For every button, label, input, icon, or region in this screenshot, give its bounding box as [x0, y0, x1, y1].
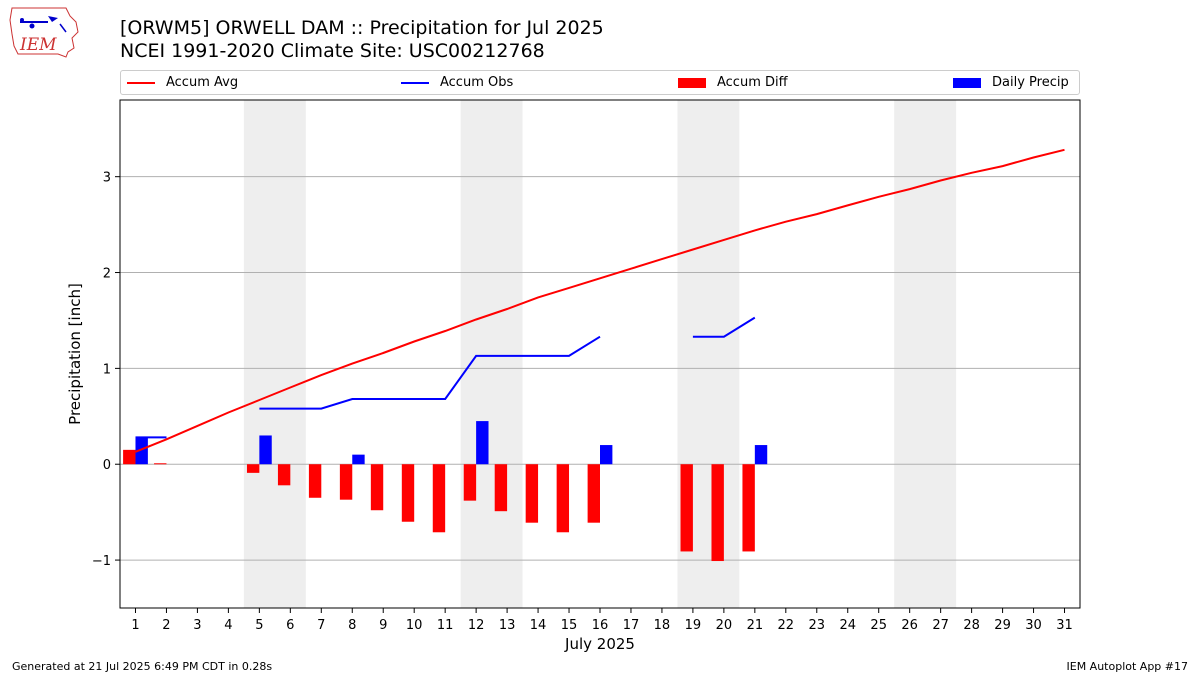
accum-diff-bar [308, 464, 322, 498]
accum-diff-bar [711, 464, 724, 562]
accum-diff-bar [277, 464, 291, 486]
legend-swatch-accum-avg [127, 81, 155, 84]
x-tick-label: 3 [193, 618, 201, 633]
weekend-band-2 [460, 100, 523, 608]
x-tick-label: 30 [1025, 618, 1042, 633]
x-tick-label: 15 [561, 618, 578, 633]
legend-swatch-accum-obs [401, 81, 429, 84]
legend-label-accum-diff: Accum Diff [717, 75, 788, 90]
x-tick-label: 26 [901, 618, 918, 633]
x-tick-label: 14 [530, 618, 547, 633]
chart-title: [ORWM5] ORWELL DAM :: Precipitation for … [120, 17, 604, 39]
y-tick-label: 2 [103, 267, 111, 282]
accum-diff-bar [432, 464, 446, 533]
x-tick-label: 23 [809, 618, 826, 633]
x-tick-label: 6 [286, 618, 294, 633]
accum-diff-bar [370, 464, 384, 511]
daily-precip-bar [259, 435, 272, 465]
accum-diff-bar [525, 464, 539, 523]
x-tick-label: 7 [317, 618, 325, 633]
x-tick-label: 31 [1056, 618, 1073, 633]
x-tick-label: 8 [348, 618, 356, 633]
legend-label-daily-precip: Daily Precip [992, 75, 1069, 90]
accum-diff-bar [556, 464, 570, 533]
chart-subtitle: NCEI 1991-2020 Climate Site: USC00212768 [120, 40, 545, 62]
y-tick-label: 1 [103, 362, 111, 377]
weekend-band-1 [243, 100, 306, 608]
x-tick-label: 5 [255, 618, 263, 633]
x-tick-label: 12 [468, 618, 485, 633]
legend-item-daily-precip: Daily Precip [953, 71, 1069, 94]
legend-item-accum-diff: Accum Diff [678, 71, 788, 94]
daily-precip-bar [476, 421, 489, 465]
x-tick-label: 2 [162, 618, 170, 633]
legend-swatch-daily-precip [953, 77, 981, 88]
x-tick-label: 16 [592, 618, 609, 633]
accum-diff-bar [463, 464, 477, 501]
x-tick-label: 18 [654, 618, 671, 633]
legend-item-accum-obs: Accum Obs [401, 71, 513, 94]
daily-precip-bar [754, 445, 768, 465]
accum-diff-bar [494, 464, 508, 512]
y-tick-label: 0 [103, 458, 111, 473]
x-tick-label: 20 [716, 618, 733, 633]
x-tick-label: 22 [778, 618, 795, 633]
x-tick-label: 11 [437, 618, 454, 633]
accum-diff-bar [123, 449, 136, 465]
x-tick-label: 21 [747, 618, 764, 633]
accum-obs-line-segment-2 [259, 335, 601, 410]
legend-swatch-accum-diff [678, 77, 706, 88]
y-tick-label: 3 [103, 171, 111, 186]
daily-precip-bar [600, 445, 613, 465]
daily-precip-bar [352, 454, 365, 465]
daily-precip-bar [135, 437, 148, 465]
x-tick-label: 10 [406, 618, 423, 633]
accum-avg-line-segment-1 [135, 148, 1065, 453]
accum-diff-bar [154, 463, 167, 465]
x-tick-label: 4 [224, 618, 232, 633]
iem-logo: IEM [9, 7, 79, 58]
accum-diff-bar [742, 464, 755, 552]
x-tick-label: 13 [499, 618, 516, 633]
x-axis-label: July 2025 [564, 635, 635, 653]
accum-diff-bar [401, 464, 415, 522]
x-tick-label: 19 [685, 618, 702, 633]
accum-obs-line-segment-3 [692, 316, 756, 338]
accum-diff-bar [339, 464, 353, 500]
x-tick-label: 29 [994, 618, 1011, 633]
legend-label-accum-obs: Accum Obs [440, 75, 514, 90]
y-axis-label: Precipitation [inch] [66, 283, 84, 425]
legend-item-accum-avg: Accum Avg [127, 71, 238, 94]
x-tick-label: 17 [623, 618, 640, 633]
accum-diff-bar [587, 464, 600, 523]
x-tick-label: 27 [932, 618, 949, 633]
x-tick-label: 24 [839, 618, 856, 633]
legend-label-accum-avg: Accum Avg [166, 75, 239, 90]
app-credit: IEM Autoplot App #17 [1066, 660, 1189, 673]
x-tick-label: 25 [870, 618, 887, 633]
generated-timestamp: Generated at 21 Jul 2025 6:49 PM CDT in … [12, 660, 273, 673]
logo-text: IEM [19, 35, 57, 55]
x-tick-label: 1 [131, 618, 139, 633]
accum-diff-bar [680, 464, 693, 552]
accum-diff-bar [246, 464, 260, 473]
x-tick-label: 9 [379, 618, 387, 633]
x-tick-label: 28 [963, 618, 980, 633]
legend: Accum Avg Accum Obs Accum Diff Daily Pre… [120, 70, 1080, 95]
y-tick-label: −1 [92, 554, 111, 569]
